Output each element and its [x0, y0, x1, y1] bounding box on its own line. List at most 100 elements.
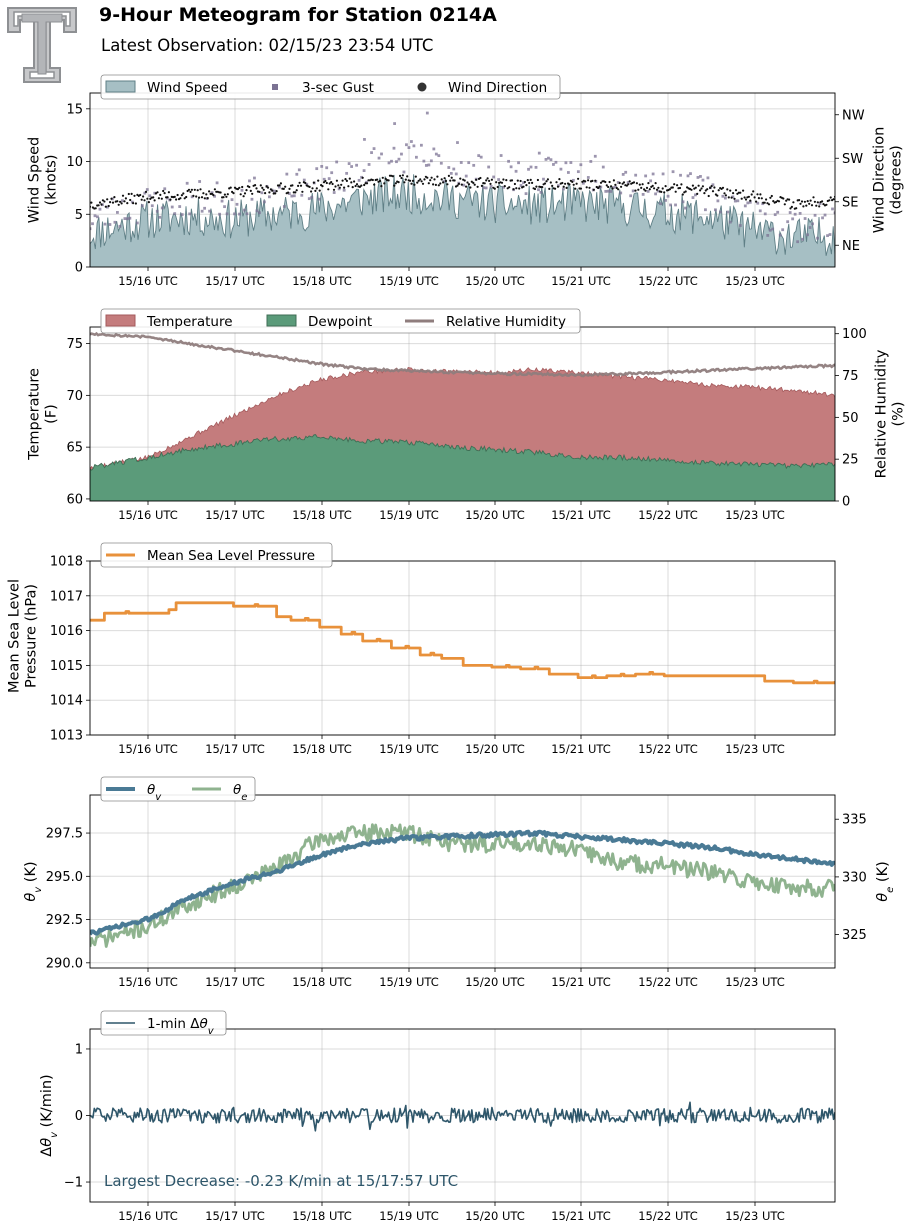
direction-point	[775, 200, 778, 204]
x-tick-label: 15/22 UTC	[638, 1209, 698, 1223]
direction-point	[420, 180, 423, 183]
direction-point	[278, 184, 281, 187]
gust-marker	[816, 236, 819, 240]
direction-point	[348, 177, 351, 180]
chart-title: 9-Hour Meteogram for Station 0214A	[99, 4, 497, 26]
legend-swatch	[105, 314, 136, 327]
gust-marker	[456, 141, 459, 144]
gust-marker	[646, 189, 650, 193]
gust-marker	[302, 178, 306, 182]
direction-point	[378, 179, 382, 183]
y2-tick-label: SW	[842, 152, 863, 167]
latest-observation-subtitle: Latest Observation: 02/15/23 23:54 UTC	[101, 36, 434, 55]
gust-marker	[621, 173, 625, 176]
gust-marker	[786, 220, 790, 224]
y-tick-label: 1015	[50, 659, 83, 674]
gust-marker	[631, 189, 635, 193]
direction-point	[314, 189, 317, 192]
gust-marker	[768, 228, 772, 232]
gust-marker	[818, 202, 822, 205]
gust-marker	[711, 183, 715, 187]
gust-marker	[140, 204, 144, 208]
x-tick-label: 15/20 UTC	[465, 508, 525, 522]
gust-marker	[98, 207, 102, 211]
direction-point	[684, 190, 687, 193]
direction-point	[653, 187, 656, 190]
direction-point	[401, 174, 404, 177]
x-tick-label: 15/17 UTC	[205, 742, 265, 756]
gust-marker	[614, 185, 618, 189]
gust-marker	[464, 174, 468, 178]
gust-marker	[449, 171, 453, 175]
gust-marker	[788, 211, 792, 214]
direction-point	[476, 185, 479, 188]
legend-label: Wind Direction	[448, 80, 547, 96]
direction-point	[621, 182, 624, 185]
direction-point	[713, 186, 716, 189]
direction-point	[465, 185, 468, 188]
direction-point	[769, 196, 772, 199]
direction-point	[94, 207, 97, 210]
direction-point	[179, 197, 182, 200]
direction-point	[284, 185, 287, 188]
direction-point	[182, 192, 185, 195]
y-tick-label: 1013	[50, 729, 83, 744]
pressure-line	[90, 601, 835, 685]
x-tick-label: 15/18 UTC	[292, 274, 352, 288]
direction-point	[106, 198, 109, 201]
gust-marker	[447, 166, 451, 169]
x-tick-label: 15/20 UTC	[465, 1209, 525, 1223]
y2-tick-label: 325	[842, 928, 867, 943]
gust-marker	[393, 122, 397, 125]
gust-marker	[200, 209, 204, 213]
direction-point	[697, 184, 700, 187]
direction-point	[546, 178, 550, 181]
direction-point	[740, 197, 743, 200]
gust-marker	[267, 195, 271, 199]
temperature-ylabel-line: Temperature	[27, 368, 43, 461]
direction-point	[815, 204, 818, 207]
gust-marker	[686, 174, 690, 178]
direction-point	[572, 183, 575, 186]
gust-marker	[91, 222, 94, 226]
direction-point	[579, 187, 583, 190]
y2-tick-label: 0	[842, 495, 850, 510]
gust-marker	[432, 147, 436, 151]
direction-point	[109, 201, 112, 204]
direction-point	[795, 207, 798, 210]
direction-point	[704, 189, 707, 192]
direction-point	[299, 184, 303, 187]
x-tick-label: 15/21 UTC	[551, 742, 611, 756]
gust-marker	[681, 200, 685, 204]
direction-point	[400, 176, 403, 180]
direction-point	[297, 184, 300, 187]
direction-point	[500, 181, 504, 184]
gust-marker	[93, 214, 97, 218]
gust-marker	[325, 166, 329, 170]
relative-humidity-ylabel: Relative Humidity (%)	[874, 349, 907, 478]
direction-point	[744, 198, 748, 201]
direction-point	[327, 188, 330, 191]
gust-marker	[106, 205, 109, 209]
x-tick-label: 15/23 UTC	[725, 742, 785, 756]
gust-marker	[365, 180, 368, 184]
direction-point	[459, 177, 462, 180]
gust-marker	[609, 190, 613, 193]
direction-point	[703, 192, 706, 195]
theta-grid	[90, 795, 835, 968]
theta-legend: θv θe	[100, 776, 256, 803]
direction-point	[676, 184, 679, 187]
direction-point	[406, 175, 409, 178]
gust-marker	[118, 224, 122, 228]
direction-point	[668, 188, 672, 191]
y-tick-label: 0	[75, 261, 83, 276]
legend-label: 1-min Δθv	[147, 1016, 215, 1037]
direction-point	[750, 193, 753, 196]
direction-point	[592, 188, 595, 191]
gust-marker	[320, 165, 324, 168]
gust-marker	[272, 189, 276, 193]
gust-marker	[537, 151, 541, 155]
direction-point	[607, 185, 610, 189]
direction-point	[213, 188, 216, 191]
gust-marker	[153, 191, 157, 195]
